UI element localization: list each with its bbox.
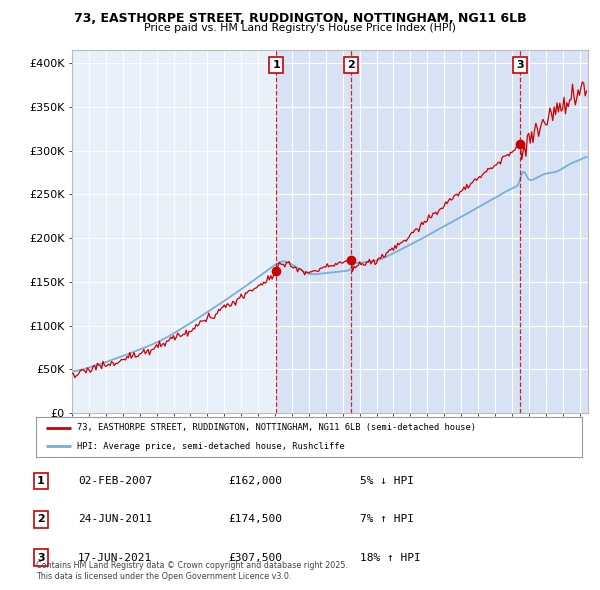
Bar [277, 50, 351, 413]
Text: 02-FEB-2007: 02-FEB-2007 [78, 476, 152, 486]
Text: 2: 2 [37, 514, 44, 524]
Text: 18% ↑ HPI: 18% ↑ HPI [360, 553, 421, 562]
Bar [520, 50, 588, 413]
Text: 3: 3 [37, 553, 44, 562]
Text: £162,000: £162,000 [228, 476, 282, 486]
Text: 1: 1 [272, 60, 280, 70]
Text: 73, EASTHORPE STREET, RUDDINGTON, NOTTINGHAM, NG11 6LB: 73, EASTHORPE STREET, RUDDINGTON, NOTTIN… [74, 12, 526, 25]
Text: Price paid vs. HM Land Registry's House Price Index (HPI): Price paid vs. HM Land Registry's House … [144, 23, 456, 33]
Text: 5% ↓ HPI: 5% ↓ HPI [360, 476, 414, 486]
Text: 3: 3 [516, 60, 523, 70]
Text: 73, EASTHORPE STREET, RUDDINGTON, NOTTINGHAM, NG11 6LB (semi-detached house): 73, EASTHORPE STREET, RUDDINGTON, NOTTIN… [77, 424, 476, 432]
Bar [351, 50, 520, 413]
Text: 24-JUN-2011: 24-JUN-2011 [78, 514, 152, 524]
Text: 1: 1 [37, 476, 44, 486]
Text: 2: 2 [347, 60, 355, 70]
Text: HPI: Average price, semi-detached house, Rushcliffe: HPI: Average price, semi-detached house,… [77, 442, 344, 451]
Text: £174,500: £174,500 [228, 514, 282, 524]
Text: £307,500: £307,500 [228, 553, 282, 562]
Text: Contains HM Land Registry data © Crown copyright and database right 2025.
This d: Contains HM Land Registry data © Crown c… [36, 561, 348, 581]
Text: 17-JUN-2021: 17-JUN-2021 [78, 553, 152, 562]
Text: 7% ↑ HPI: 7% ↑ HPI [360, 514, 414, 524]
